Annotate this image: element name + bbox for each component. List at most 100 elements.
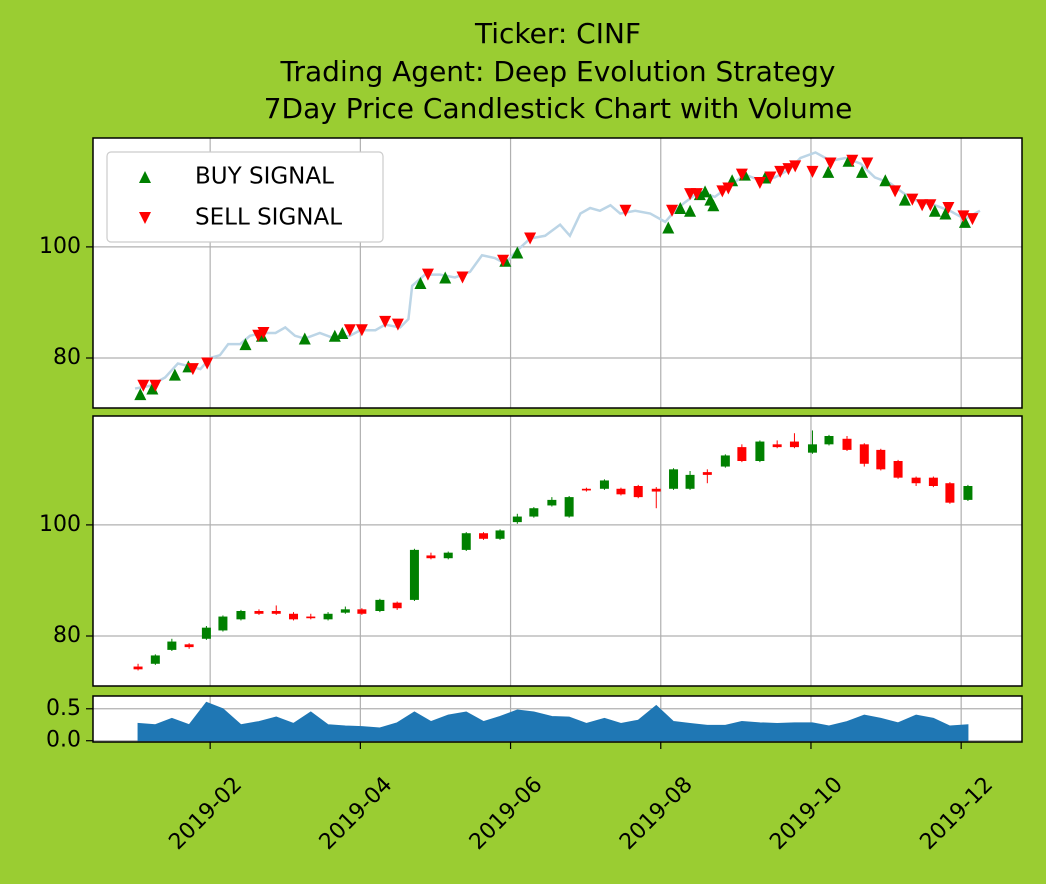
candle-body xyxy=(859,444,869,464)
candle-body xyxy=(392,602,402,609)
signal-marker xyxy=(439,271,452,284)
candle-body xyxy=(289,613,299,620)
signal-marker xyxy=(939,207,952,220)
plot-frame xyxy=(92,415,1023,687)
signal-marker xyxy=(662,221,675,234)
candle-body xyxy=(375,599,385,611)
candle-body xyxy=(824,436,834,445)
candle-body xyxy=(461,533,471,550)
candle-body xyxy=(928,477,938,486)
candle-body xyxy=(842,438,852,450)
legend-marker xyxy=(139,171,151,183)
chart-title: Ticker: CINF xyxy=(474,17,641,50)
signal-marker xyxy=(149,379,162,392)
candle-body xyxy=(443,552,453,559)
candle-body xyxy=(357,609,367,614)
signal-marker xyxy=(822,165,835,178)
candle-body xyxy=(685,474,695,489)
legend-marker xyxy=(139,212,151,224)
candle-body xyxy=(876,449,886,470)
signal-marker xyxy=(355,324,368,337)
candle-body xyxy=(495,530,505,539)
signal-marker xyxy=(789,160,802,173)
signal-marker xyxy=(379,315,392,328)
candle-body xyxy=(616,488,626,495)
candle-body xyxy=(254,611,264,614)
signal-marker xyxy=(619,204,632,217)
candle-body xyxy=(599,480,609,489)
candle-body xyxy=(426,555,436,559)
signal-marker xyxy=(824,157,837,170)
y-tick-label: 0.5 xyxy=(46,696,81,721)
chart-title: Trading Agent: Deep Evolution Strategy xyxy=(280,55,836,88)
signal-marker xyxy=(924,199,937,212)
signal-marker xyxy=(928,204,941,217)
signal-marker xyxy=(137,379,150,392)
candle-body xyxy=(236,611,246,620)
y-tick-label: 0.0 xyxy=(46,728,81,753)
candle-body xyxy=(512,516,522,523)
signal-marker xyxy=(966,213,979,226)
candle-body xyxy=(581,488,591,491)
signal-marker xyxy=(958,215,971,228)
signal-marker xyxy=(168,368,181,381)
signal-marker xyxy=(889,185,902,198)
candle-body xyxy=(201,627,211,639)
signal-marker xyxy=(722,182,735,195)
signal-marker xyxy=(666,204,679,217)
signal-marker xyxy=(806,165,819,178)
signal-marker xyxy=(774,165,787,178)
candle-body xyxy=(633,486,643,498)
signal-marker xyxy=(684,204,697,217)
signal-marker xyxy=(186,363,199,376)
signal-marker xyxy=(690,188,703,201)
candle-body xyxy=(323,613,333,620)
candle-body xyxy=(789,441,799,448)
candle-body xyxy=(911,477,921,484)
chart-title: 7Day Price Candlestick Chart with Volume xyxy=(264,92,853,125)
signal-marker xyxy=(343,324,356,337)
candle-body xyxy=(669,469,679,489)
candle-body xyxy=(702,472,712,475)
candle-body xyxy=(945,483,955,503)
signal-marker xyxy=(497,254,510,267)
signal-marker xyxy=(957,210,970,223)
signal-marker xyxy=(735,168,748,181)
signal-marker xyxy=(898,193,911,206)
candle-body xyxy=(184,644,194,648)
candle-body xyxy=(755,441,765,461)
candle-body xyxy=(737,447,747,461)
candle-body xyxy=(306,616,316,619)
signal-marker xyxy=(707,199,720,212)
signal-marker xyxy=(239,338,252,351)
signal-marker xyxy=(298,332,311,345)
volume-area xyxy=(137,701,969,742)
legend-label: BUY SIGNAL xyxy=(195,164,334,190)
signal-marker xyxy=(942,202,955,214)
signal-marker xyxy=(916,199,929,212)
plot-frame xyxy=(92,695,1023,743)
candle-body xyxy=(651,488,661,492)
signal-marker xyxy=(846,154,859,167)
y-tick-label: 100 xyxy=(39,512,81,537)
legend-box xyxy=(106,151,384,243)
candle-body xyxy=(547,499,557,506)
candle-body xyxy=(133,666,143,670)
plot-frame xyxy=(92,137,1023,409)
signal-marker xyxy=(336,327,349,339)
signal-marker xyxy=(856,165,869,178)
signal-marker xyxy=(674,202,687,214)
candle-body xyxy=(772,444,782,448)
candle-body xyxy=(340,609,350,613)
signal-marker xyxy=(524,232,537,245)
signal-marker xyxy=(257,327,270,339)
signal-marker xyxy=(134,388,147,401)
signal-marker xyxy=(414,277,427,289)
signal-marker xyxy=(201,357,214,370)
candle-body xyxy=(893,461,903,478)
signal-marker xyxy=(764,171,777,184)
candle-body xyxy=(218,616,228,631)
candle-body xyxy=(409,549,419,600)
candle-body xyxy=(564,497,574,517)
candle-body xyxy=(150,655,160,664)
